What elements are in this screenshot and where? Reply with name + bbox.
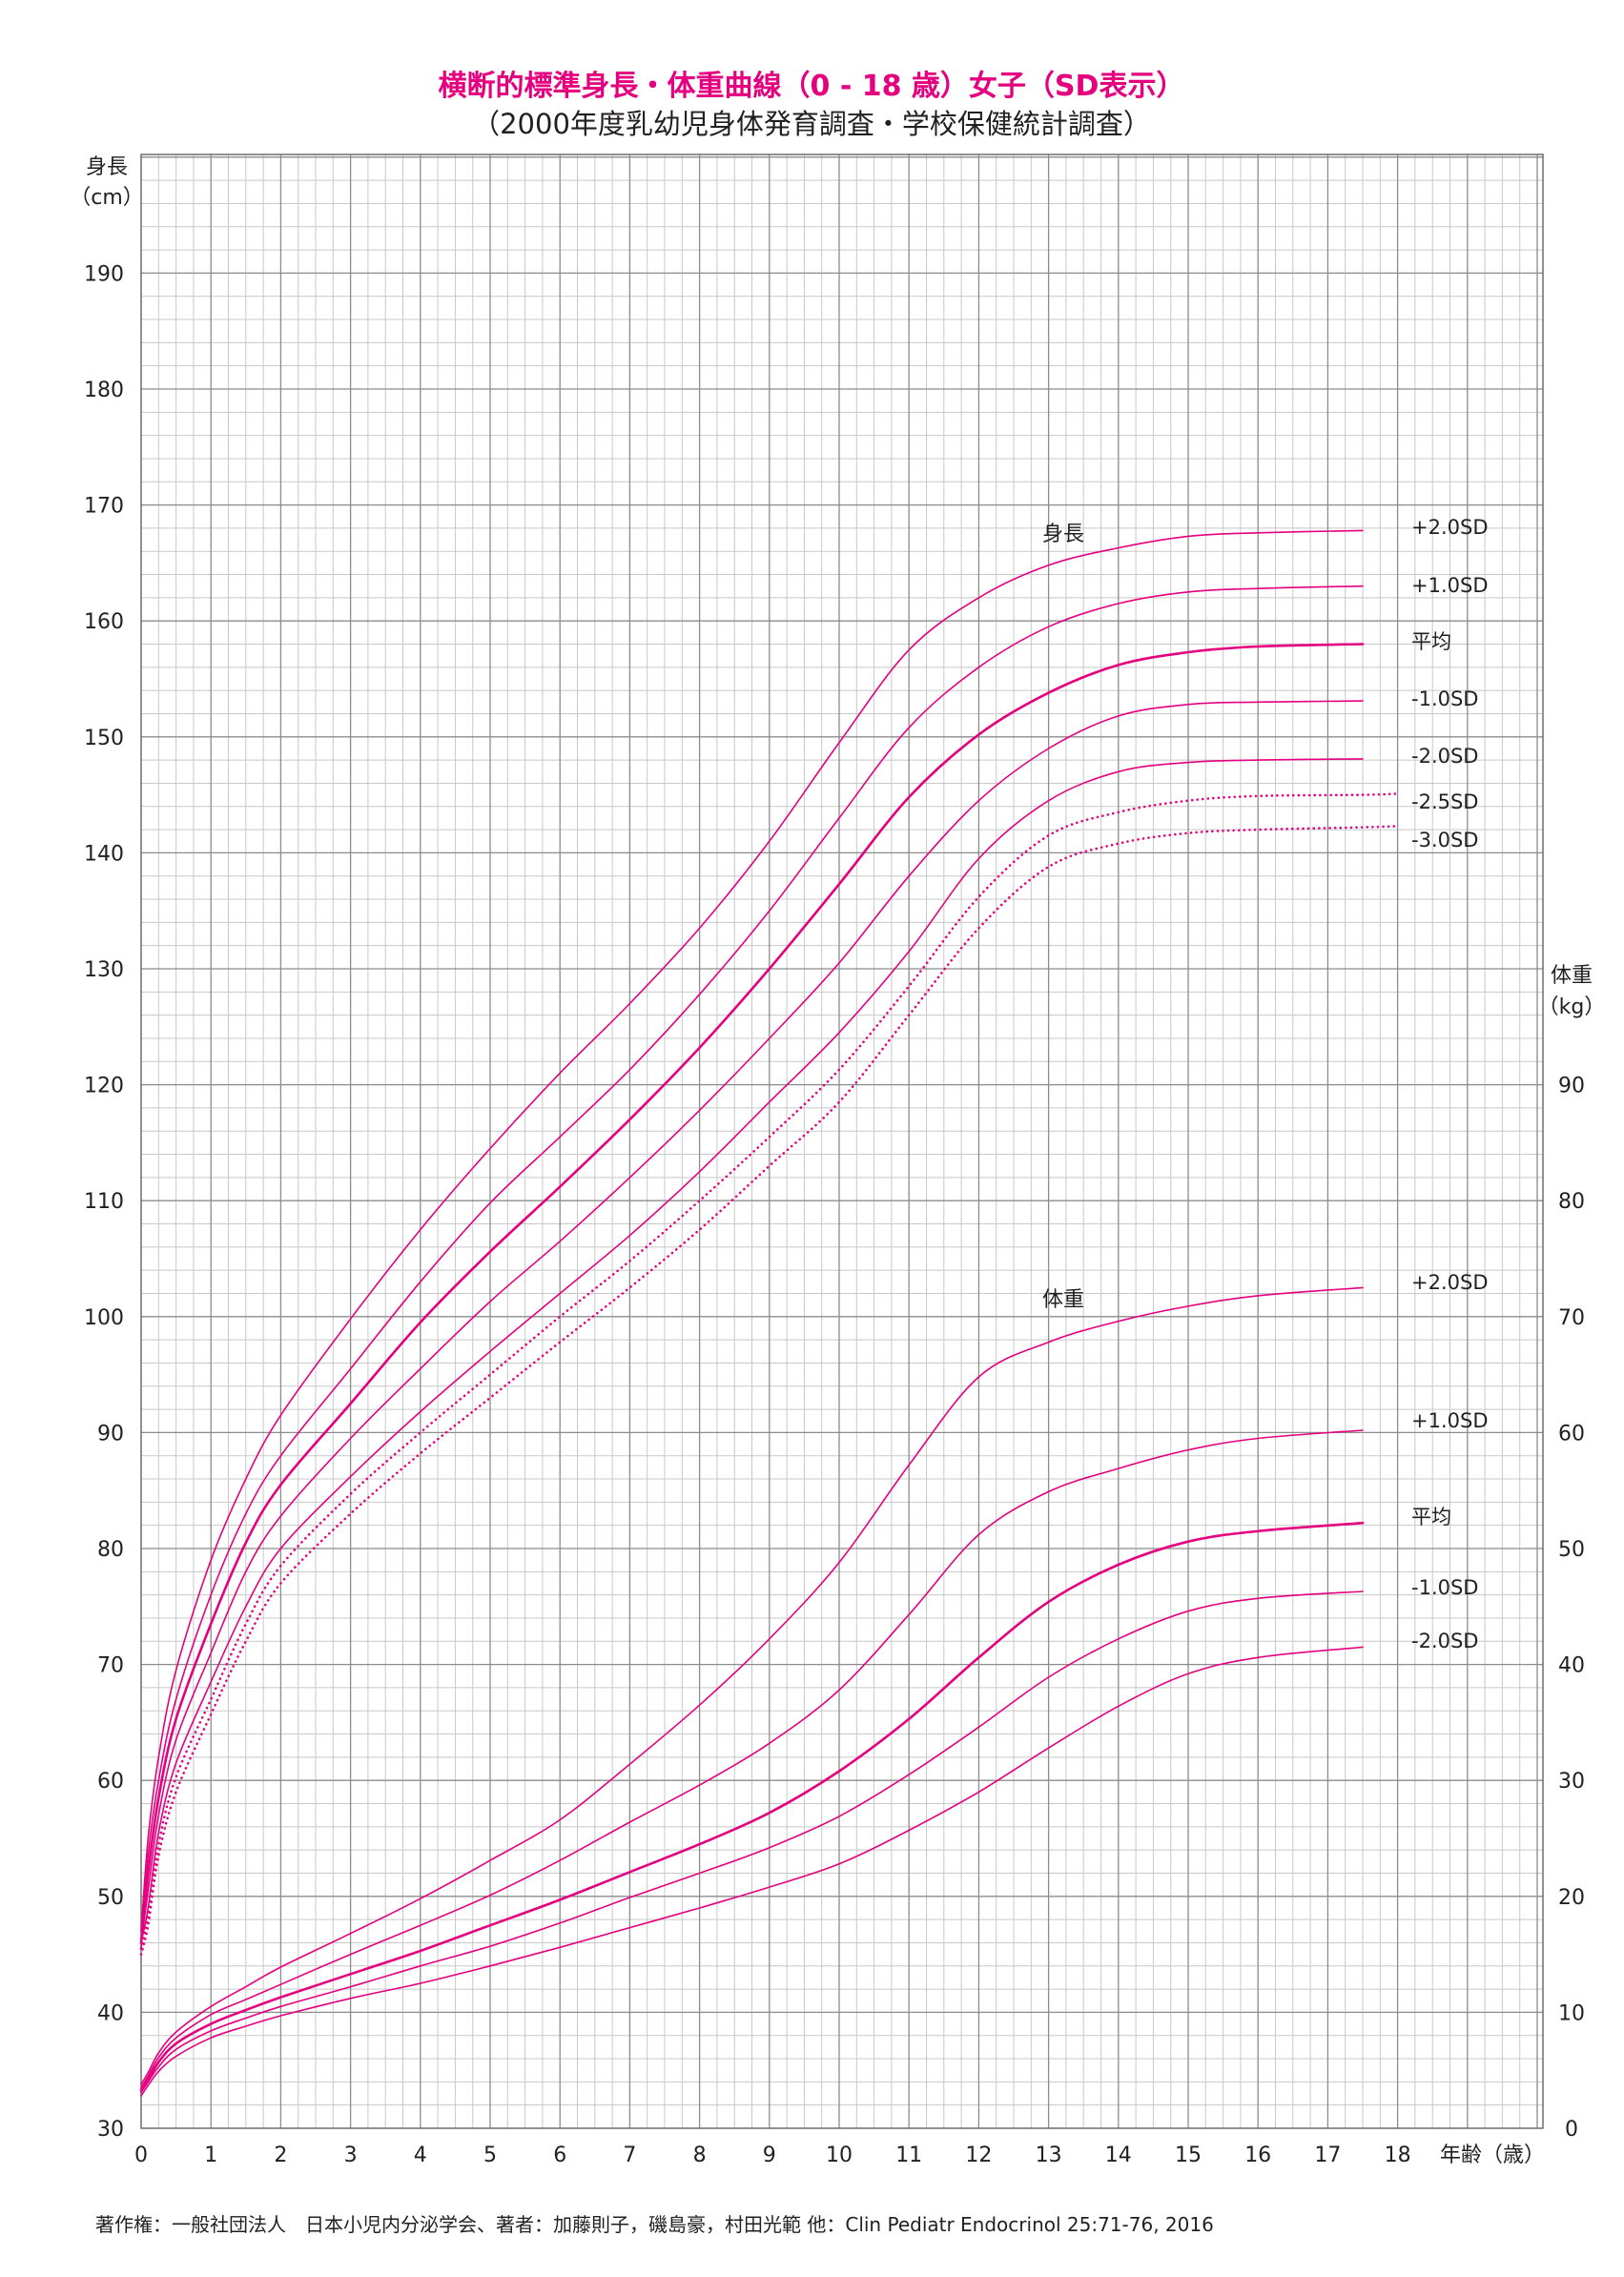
grid-major	[141, 154, 1543, 2128]
height-tick-label: 160	[84, 610, 124, 634]
age-tick-label: 1	[204, 2144, 217, 2167]
curve-labels: +2.0SD +1.0SD 平均 -1.0SD -2.0SD -2.5SD -3.0SD +2…	[1411, 516, 1489, 1652]
age-tick-label: 14	[1105, 2144, 1132, 2167]
height-curve-label: +2.0SD	[1411, 516, 1489, 539]
height-curve	[140, 700, 1364, 1944]
weight-tick-label: 10	[1558, 2001, 1585, 2025]
height-curve-label: +1.0SD	[1411, 574, 1489, 597]
height-tick-label: 120	[84, 1075, 124, 1098]
height-group-label: 身長	[1042, 523, 1084, 546]
weight-tick-label: 0	[1565, 2118, 1578, 2142]
height-curve	[139, 643, 1365, 1944]
height-axis-label: 身長	[86, 155, 128, 179]
height-tick-label: 50	[97, 1886, 124, 1910]
age-tick-label: 12	[965, 2144, 992, 2167]
weight-curve	[140, 1286, 1364, 2085]
age-tick-label: 3	[344, 2144, 358, 2167]
weight-axis-ticks: 0 10 20 30 40 50 60 70 80 90	[1558, 1075, 1585, 2142]
age-tick-label: 16	[1244, 2144, 1271, 2167]
weight-group-label: 体重	[1042, 1288, 1084, 1312]
age-tick-label: 6	[553, 2144, 566, 2167]
height-curve	[140, 758, 1364, 1944]
height-curve	[139, 825, 1399, 1956]
weight-tick-label: 30	[1558, 1770, 1585, 1794]
height-curve-label: 平均	[1411, 630, 1451, 653]
curves	[139, 529, 1399, 2097]
height-curve-label: -3.0SD	[1411, 829, 1478, 851]
age-tick-label: 17	[1314, 2144, 1341, 2167]
weight-tick-label: 50	[1558, 1538, 1585, 1562]
weight-tick-label: 60	[1558, 1422, 1585, 1446]
age-tick-label: 8	[693, 2144, 707, 2167]
age-tick-label: 2	[274, 2144, 287, 2167]
height-tick-label: 90	[97, 1422, 124, 1446]
height-tick-label: 180	[84, 379, 124, 402]
height-axis-unit: （cm）	[70, 186, 144, 210]
weight-curve-label: -1.0SD	[1411, 1576, 1478, 1599]
weight-tick-label: 70	[1558, 1306, 1585, 1330]
weight-tick-label: 80	[1558, 1190, 1585, 1214]
age-tick-label: 11	[895, 2144, 922, 2167]
weight-curve-label: +1.0SD	[1411, 1409, 1489, 1432]
age-tick-label: 9	[763, 2144, 776, 2167]
chart-title: 横断的標準身長・体重曲線（0 - 18 歳）女子（SD表示）	[439, 70, 1185, 103]
height-tick-label: 150	[84, 727, 124, 750]
height-tick-label: 190	[84, 262, 124, 286]
height-curve	[139, 792, 1399, 1950]
height-curve	[140, 585, 1364, 1950]
weight-tick-label: 20	[1558, 1886, 1585, 1910]
weight-curve-label: +2.0SD	[1411, 1271, 1489, 1294]
plot-frame	[140, 154, 1544, 2129]
height-tick-label: 70	[97, 1654, 124, 1678]
weight-axis-unit: （kg）	[1538, 995, 1606, 1019]
height-tick-label: 40	[97, 2001, 124, 2025]
height-tick-label: 170	[84, 495, 124, 519]
age-tick-label: 0	[134, 2144, 148, 2167]
height-tick-label: 80	[97, 1538, 124, 1562]
weight-curve	[140, 1429, 1364, 2089]
weight-axis-label: 体重	[1551, 964, 1593, 988]
height-tick-label: 60	[97, 1770, 124, 1794]
height-tick-label: 110	[84, 1190, 124, 1214]
height-curve-label: -2.5SD	[1411, 790, 1478, 813]
age-tick-label: 15	[1175, 2144, 1202, 2167]
grid-minor	[141, 154, 1543, 2128]
weight-curve	[140, 1646, 1364, 2097]
age-tick-label: 7	[623, 2144, 636, 2167]
weight-curve	[139, 1521, 1365, 2092]
age-tick-label: 18	[1385, 2144, 1411, 2167]
age-tick-label: 13	[1036, 2144, 1062, 2167]
height-curve	[140, 529, 1364, 1933]
weight-curve	[140, 1590, 1364, 2094]
age-tick-label: 4	[414, 2144, 427, 2167]
age-tick-label: 10	[826, 2144, 853, 2167]
weight-curve-label: -2.0SD	[1411, 1630, 1478, 1652]
height-tick-label: 130	[84, 958, 124, 982]
age-axis-ticks: 0 1 2 3 4 5 6 7 8 9 10 11 12 13 14 15 16 17 18	[134, 2144, 1411, 2167]
age-axis-label: 年齢（歳）	[1440, 2144, 1545, 2167]
weight-curve-label: 平均	[1411, 1506, 1451, 1528]
height-axis-ticks: 30 40 50 60 70 80 90 100 110 120 130 140 150 160 170 18…	[84, 262, 124, 2142]
chart-subtitle: （2000年度乳幼児身体発育調査・学校保健統計調査）	[472, 108, 1151, 140]
weight-tick-label: 40	[1558, 1654, 1585, 1678]
height-curve-label: -2.0SD	[1411, 745, 1478, 768]
height-tick-label: 30	[97, 2118, 124, 2142]
height-tick-label: 100	[84, 1306, 124, 1330]
height-tick-label: 140	[84, 842, 124, 866]
height-curve-label: -1.0SD	[1411, 687, 1478, 710]
age-tick-label: 5	[483, 2144, 497, 2167]
weight-tick-label: 90	[1558, 1075, 1585, 1098]
copyright-footer: 著作権：一般社団法人 日本小児内分泌学会、著者：加藤則子，磯島豪，村田光範 他：…	[95, 2213, 1214, 2236]
